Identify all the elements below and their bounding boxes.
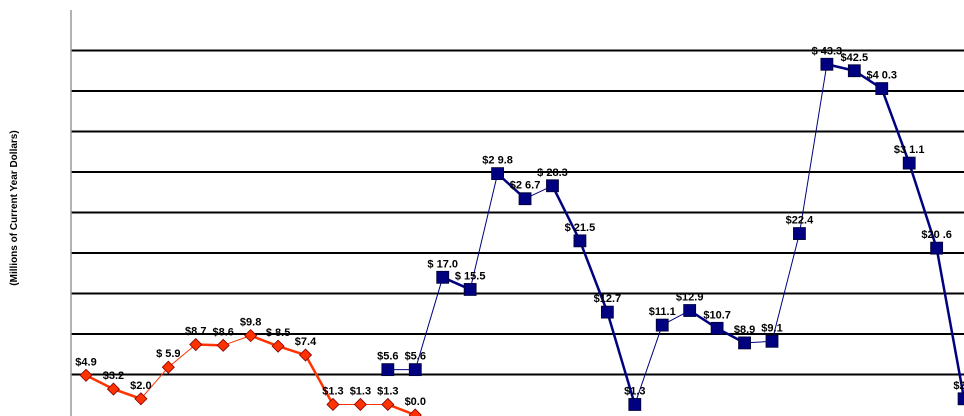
data-label: $8.6 [212,326,233,338]
data-label: $7.4 [295,336,317,348]
series-2-marker [847,64,861,78]
data-label: $9.1 [761,322,782,334]
series-1-segment [304,354,335,406]
data-label: $1.3 [377,385,398,397]
series-1-marker [189,337,203,352]
data-label: $12.7 [594,293,622,305]
series-2-marker [628,398,642,411]
data-label: $ 17.0 [427,258,458,270]
data-label: $1.3 [624,385,645,397]
series-2-marker [765,334,779,348]
series-1-segment [140,366,169,400]
data-label: $ 28.3 [537,167,568,179]
series-2-segment [606,311,636,405]
series-1-segment [168,344,197,368]
series-1-marker [106,382,121,396]
series-2-segment [578,240,609,313]
series-2-marker [793,227,806,240]
data-label: $8.9 [734,324,755,336]
data-label: $42.5 [841,52,869,64]
series-2-marker [436,270,450,284]
series-2-marker [820,57,834,71]
data-label: $ 5.9 [156,348,180,360]
data-label: $2.0 [953,380,964,392]
series-2-marker [408,363,422,377]
data-label: $1.3 [322,385,343,397]
data-label: $11.1 [649,306,676,318]
data-label: $2.0 [130,380,151,392]
y-axis-label: (Millions of Current Year Dollars) [9,130,20,285]
series-1-marker [79,368,93,382]
series-2-marker [573,234,587,248]
data-label: $9.8 [240,317,261,329]
series-1-marker [326,397,340,412]
data-label: $2 6.7 [510,180,541,192]
data-label: $20 .6 [921,229,952,241]
series-1-marker [271,339,285,353]
series-1-marker [216,338,230,352]
series-1-marker [408,408,422,416]
data-label: $ 15.5 [455,270,486,282]
series-2-marker [655,318,669,332]
series-1-marker [134,392,148,406]
series-2-marker [710,321,724,335]
series-2-marker [381,363,395,377]
data-label: $5.6 [377,351,398,363]
data-label: $4 0.3 [866,70,897,82]
series-2-segment [551,185,582,242]
data-label: $ 8.5 [266,327,290,339]
series-2-marker [957,392,964,406]
data-label: $10.7 [703,309,731,321]
data-label: $5.6 [405,351,426,363]
data-label: $1.3 [350,385,371,397]
data-label: $0.0 [405,396,426,408]
series-2-marker [902,156,916,170]
series-1-marker [298,348,313,362]
series-2-segment [414,277,444,370]
series-2-marker [546,179,559,193]
series-2-marker [930,241,944,255]
data-label: $3.2 [103,370,124,382]
data-label: $22.4 [786,215,814,227]
series-2-segment [798,64,828,234]
series-2-marker [875,82,889,95]
series-1-marker [353,397,367,412]
data-label: $ 43.3 [812,45,843,57]
data-labels: $4.9 $3.2 $2.0 $ 5.9 $8.7 $8.6 $9.8 $ 8.5 $7.4 $1… [75,45,964,408]
data-label: $3 1.1 [894,144,925,156]
series-1-segment [85,374,115,391]
series-2-marker [738,336,751,350]
series-2-segment [634,324,663,405]
series-1-marker [161,360,175,374]
series-1-marker [381,397,395,412]
data-label: $4.9 [75,356,96,368]
series-layer [79,57,964,416]
data-label: $8.7 [185,326,206,338]
series-2-marker [491,167,505,181]
series-2-marker [600,305,614,319]
data-label: $12.9 [676,292,704,304]
series-2-segment [880,88,911,164]
series-2-segment [908,162,938,249]
series-2-marker [463,283,477,296]
series-2-segment [469,173,499,290]
data-label: $ 21.5 [565,222,596,234]
series-1-marker [244,329,258,343]
gridlines [71,49,964,376]
series-2-segment [935,247,964,400]
data-label: $2 9.8 [482,155,513,167]
series-2-marker [683,304,697,317]
series-2-segment [771,233,800,342]
series-2-marker [518,192,532,206]
